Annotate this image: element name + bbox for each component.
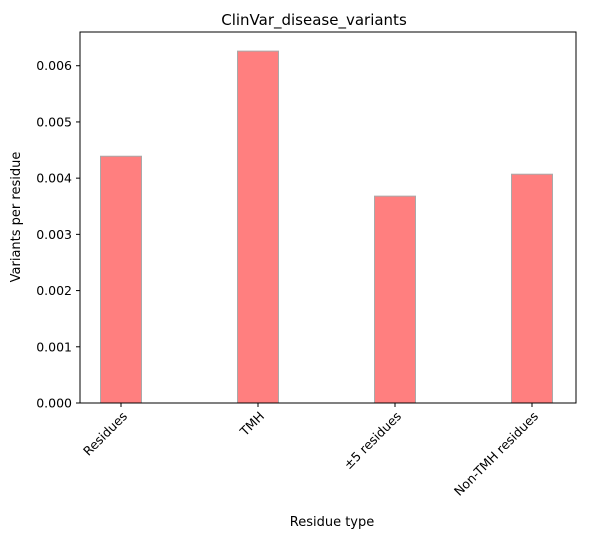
bar-4 (511, 173, 553, 404)
y-tick-label: 0.002 (36, 283, 72, 298)
x-tick-label: TMH (236, 409, 267, 440)
y-tick-label: 0.006 (36, 58, 72, 73)
y-tick-label: 0.003 (36, 227, 72, 242)
bar-3 (374, 195, 416, 404)
x-tick-label: Non-TMH residues (451, 409, 541, 499)
y-tick-label: 0.001 (36, 339, 72, 354)
y-tick-label: 0.004 (36, 171, 72, 186)
axes-frame (79, 31, 577, 404)
y-tick-label: 0.000 (36, 396, 72, 411)
chart-title: ClinVar_disease_variants (221, 11, 407, 30)
y-axis-label: Variants per residue (9, 152, 24, 283)
bar-1 (100, 155, 142, 404)
bar-2 (237, 50, 279, 404)
x-tick-label: ±5 residues (340, 409, 404, 473)
y-axis-ticks: 0.000 0.001 0.002 0.003 0.004 0.005 0.006 (36, 58, 80, 411)
y-tick-label: 0.005 (36, 114, 72, 129)
x-axis-label: Residue type (290, 515, 375, 530)
x-tick-label: Residues (80, 409, 130, 459)
bars-group (100, 50, 553, 404)
x-axis-ticks: Residues TMH ±5 residues Non-TMH residues (80, 403, 541, 499)
